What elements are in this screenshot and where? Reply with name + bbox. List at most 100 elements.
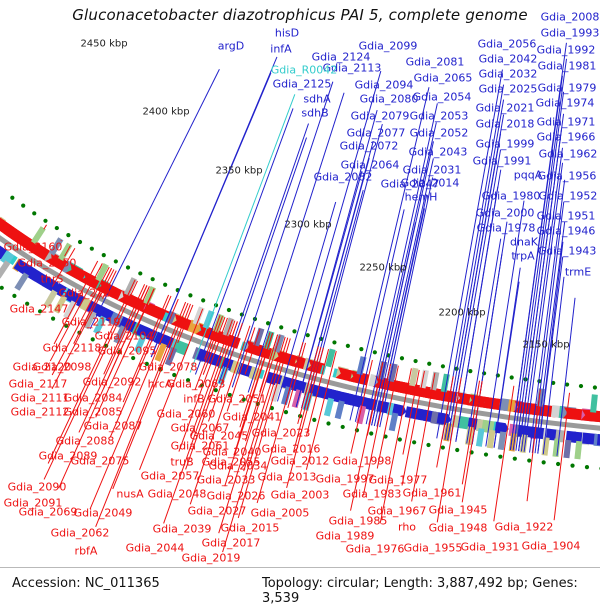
gene-label[interactable]: Gdia_1978 (477, 222, 536, 235)
gene-label[interactable]: Gdia_2084 (64, 392, 123, 405)
gene-label[interactable]: Gdia_2075 (71, 455, 130, 468)
gene-label[interactable]: Gdia_1981 (538, 60, 597, 73)
gene-label[interactable]: hrcA (148, 378, 173, 391)
gene-label[interactable]: Gdia_1977 (369, 474, 428, 487)
gene-label[interactable]: Gdia_1961 (403, 487, 462, 500)
gene-label[interactable]: Gdia_1962 (539, 148, 598, 161)
gene-label[interactable]: Gdia_2019 (182, 552, 241, 565)
gene-label[interactable]: sdhB (301, 107, 328, 120)
gene-label[interactable]: Gdia_1922 (495, 521, 554, 534)
gene-box[interactable] (324, 398, 334, 417)
gene-label[interactable]: Gdia_2015 (221, 522, 280, 535)
gene-label[interactable]: Gdia_1989 (316, 530, 375, 543)
gene-label[interactable]: hemH (405, 191, 438, 204)
gene-label[interactable]: Gdia_1931 (461, 541, 520, 554)
gene-box[interactable] (335, 400, 345, 419)
gene-label[interactable]: Gdia_1904 (522, 540, 581, 553)
gene-label[interactable]: Gdia_2104 (95, 330, 154, 343)
gene-label[interactable]: Gdia_1979 (538, 82, 597, 95)
gene-label[interactable]: Gdia_2013 (258, 471, 317, 484)
gene-label[interactable]: Gdia_2023 (252, 427, 311, 440)
gene-label[interactable]: Gdia_2090 (8, 481, 67, 494)
gene-label[interactable]: Gdia_1976 (346, 543, 405, 556)
gene-label[interactable]: Gdia_2085 (64, 406, 123, 419)
gene-label[interactable]: Gdia_2026 (207, 490, 266, 503)
gene-label[interactable]: Gdia_2012 (271, 455, 330, 468)
gene-label[interactable]: Gdia_2080 (360, 93, 419, 106)
gene-label[interactable]: argD (218, 40, 245, 53)
gene-label[interactable]: Gdia_2125 (273, 78, 332, 91)
gene-box[interactable] (14, 272, 29, 290)
gene-label[interactable]: Gdia_1956 (538, 170, 597, 183)
gene-label[interactable]: Gdia_1946 (537, 225, 596, 238)
gene-label[interactable]: infA (270, 43, 291, 56)
gene-label[interactable]: Gdia_1945 (429, 504, 488, 517)
gene-label[interactable]: Gdia_2049 (74, 507, 133, 520)
gene-label[interactable]: Gdia_2025 (479, 83, 538, 96)
gene-label[interactable]: Gdia_1992 (537, 44, 596, 57)
gene-label[interactable]: Gdia_2052 (410, 127, 469, 140)
gene-label[interactable]: Gdia_1955 (404, 542, 463, 555)
gene-label[interactable]: rbfA (75, 545, 98, 558)
gene-box[interactable] (563, 440, 571, 459)
gene-label[interactable]: Gdia_2092 (83, 376, 142, 389)
gene-label[interactable]: Gdia_2005 (251, 507, 310, 520)
gene-label[interactable]: Gdia_2081 (406, 56, 465, 69)
gene-label[interactable]: Gdia_2077 (347, 127, 406, 140)
gene-box[interactable] (574, 441, 582, 460)
gene-box[interactable] (389, 412, 399, 431)
gene-label[interactable]: Gdia_2045 (190, 430, 249, 443)
gene-label[interactable]: Gdia_2027 (188, 505, 247, 518)
gene-label[interactable]: Gdia_2122 (59, 287, 118, 300)
gene-label[interactable]: Gdia_1943 (538, 245, 597, 258)
gene-label[interactable]: Gdia_2079 (351, 110, 410, 123)
gene-label[interactable]: Gdia_2000 (476, 207, 535, 220)
gene-label[interactable]: Gdia_1948 (429, 522, 488, 535)
gene-label[interactable]: Gdia_2063 (167, 378, 226, 391)
gene-label[interactable]: Gdia_1991 (473, 155, 532, 168)
gene-label[interactable]: Gdia_1998 (333, 455, 392, 468)
gene-box[interactable] (0, 260, 10, 278)
gene-label[interactable]: sdhA (303, 93, 330, 106)
gene-label[interactable]: Gdia_2111 (11, 392, 70, 405)
gene-label[interactable]: Gdia_1951 (537, 210, 596, 223)
gene-label[interactable]: Gdia_2039 (153, 523, 212, 536)
gene-label[interactable]: Gdia_2041 (223, 411, 282, 424)
gene-label[interactable]: rho (398, 521, 416, 534)
gene-label[interactable]: Gdia_1980 (482, 190, 541, 203)
gene-label[interactable]: Gdia_2150 (18, 257, 77, 270)
gene-label[interactable]: Gdia_2047 (381, 178, 440, 191)
gene-label[interactable]: Gdia_1966 (537, 131, 596, 144)
gene-label[interactable]: Gdia_R0042 (271, 64, 337, 77)
gene-label[interactable]: Gdia_2098 (33, 361, 92, 374)
gene-label[interactable]: trmE (565, 266, 591, 279)
gene-label[interactable]: Gdia_2117 (9, 378, 68, 391)
gene-label[interactable]: infB (183, 393, 204, 406)
gene-label[interactable]: Gdia_1999 (476, 138, 535, 151)
gene-label[interactable]: Gdia_2018 (476, 118, 535, 131)
gene-label[interactable]: trpA (511, 250, 534, 263)
gene-label[interactable]: Gdia_2048 (148, 488, 207, 501)
gene-label[interactable]: Gdia_2065 (414, 72, 473, 85)
gene-label[interactable]: Gdia_2062 (51, 527, 110, 540)
gene-label[interactable]: Gdia_1983 (343, 488, 402, 501)
gene-label[interactable]: Gdia_1952 (539, 190, 598, 203)
gene-label[interactable]: hisD (275, 27, 299, 40)
gene-label[interactable]: Gdia_2112 (11, 406, 70, 419)
gene-label[interactable]: Gdia_2088 (56, 435, 115, 448)
gene-box[interactable] (552, 438, 560, 457)
gene-label[interactable]: Gdia_2043 (409, 146, 468, 159)
gene-box[interactable] (270, 383, 281, 402)
gene-label[interactable]: pqqA (514, 169, 542, 182)
gene-label[interactable]: Gdia_2078 (139, 361, 198, 374)
gene-label[interactable]: Gdia_2082 (314, 171, 373, 184)
gene-label[interactable]: Gdia_2118 (43, 342, 102, 355)
gene-label[interactable]: Gdia_2056 (478, 38, 537, 51)
gene-label[interactable]: Gdia_1971 (537, 116, 596, 129)
gene-label[interactable]: Gdia_2021 (476, 102, 535, 115)
gene-box[interactable] (590, 394, 598, 413)
gene-label[interactable]: Gdia_2160 (4, 241, 63, 254)
gene-label[interactable]: Gdia_2094 (355, 79, 414, 92)
gene-label[interactable]: Gdia_2119 (62, 316, 121, 329)
gene-label[interactable]: Gdia_2044 (126, 542, 185, 555)
